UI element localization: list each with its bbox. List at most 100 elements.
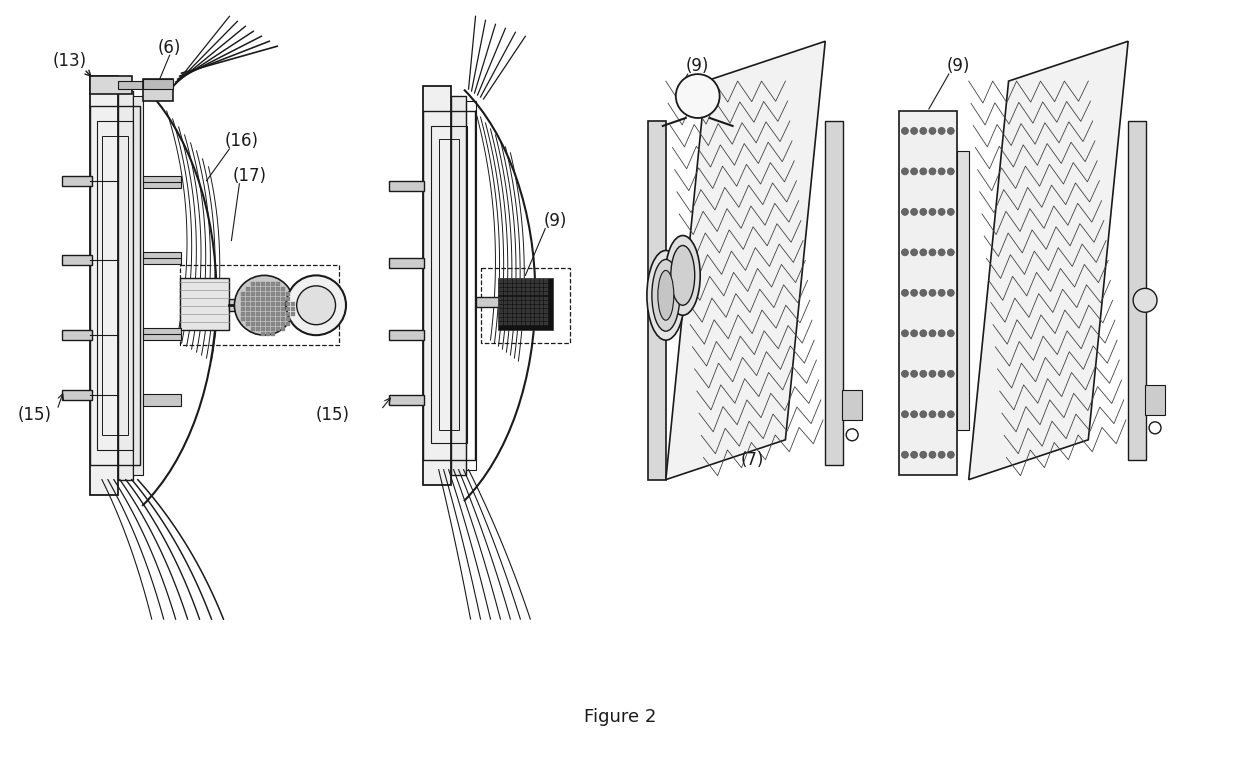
Bar [503,318,507,321]
Bar [62,330,92,340]
Bar [272,282,275,286]
Bar [430,126,466,443]
Bar [500,318,503,321]
Bar [291,302,295,306]
Circle shape [929,168,936,175]
Bar [277,327,280,330]
Bar [517,318,521,321]
Bar [526,322,529,325]
Bar [957,151,968,430]
Bar [272,312,275,316]
Text: (13): (13) [53,52,87,70]
Bar [389,259,424,269]
Bar [272,322,275,326]
Bar [526,309,529,313]
Bar [531,288,534,291]
Bar [508,279,512,282]
Bar [526,314,529,317]
Text: (16): (16) [224,132,258,150]
Bar [517,314,521,317]
Bar [899,111,957,475]
Bar [118,81,143,89]
Bar [526,279,529,282]
Bar [286,292,290,296]
Bar [522,301,526,304]
Text: (6): (6) [157,39,181,57]
Bar [262,322,265,326]
Bar [517,305,521,308]
Bar [62,175,92,185]
Circle shape [920,208,926,215]
Bar [242,298,244,301]
Bar [522,297,526,300]
Bar [536,314,539,317]
Circle shape [901,330,909,336]
Bar [281,298,285,301]
Bar [536,297,539,300]
Bar [826,121,843,465]
Bar [286,322,290,326]
Bar [277,292,280,296]
Bar [503,279,507,282]
Bar [252,282,255,286]
Bar [481,269,570,343]
Bar [503,284,507,287]
Bar [257,307,260,311]
Bar [531,322,534,325]
Bar [513,279,516,282]
Bar [522,314,526,317]
Bar [536,322,539,325]
Bar [247,312,249,316]
Bar [539,284,543,287]
Circle shape [947,249,955,256]
Bar [257,322,260,326]
Bar [500,301,503,304]
Circle shape [929,370,936,377]
Circle shape [920,330,926,336]
Bar [544,279,548,282]
Circle shape [920,127,926,134]
Circle shape [929,410,936,418]
Bar [517,309,521,313]
Bar [500,297,503,300]
Text: Figure 2: Figure 2 [584,708,656,726]
Bar [531,314,534,317]
Bar [272,288,275,291]
Bar [500,288,503,291]
Bar [272,292,275,296]
Bar [508,305,512,308]
Ellipse shape [652,259,680,331]
Bar [531,318,534,321]
Bar [267,298,270,301]
Bar [539,318,543,321]
Circle shape [939,370,945,377]
Bar [536,292,539,295]
Bar [262,298,265,301]
Bar [536,284,539,287]
Bar [180,278,229,330]
Circle shape [901,208,909,215]
Bar [277,298,280,301]
Bar [286,312,290,316]
Bar [539,322,543,325]
Bar [262,307,265,311]
Bar [526,288,529,291]
Circle shape [901,289,909,296]
Bar [544,314,548,317]
Bar [281,322,285,326]
Bar [536,279,539,282]
Bar [262,288,265,291]
Bar [500,314,503,317]
Bar [475,298,501,307]
Bar [508,314,512,317]
Bar [500,292,503,295]
Bar [267,317,270,320]
Bar [242,302,244,306]
Bar [257,298,260,301]
Bar [267,292,270,296]
Bar [536,318,539,321]
Circle shape [1133,288,1157,312]
Bar [503,322,507,325]
Circle shape [929,451,936,459]
Bar [247,317,249,320]
